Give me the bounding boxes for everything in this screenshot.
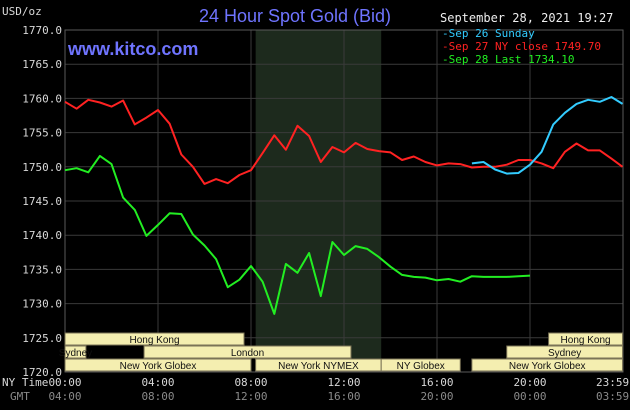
y-tick-label: 1740.0 (22, 229, 62, 242)
session-label: Sydney (59, 348, 92, 359)
chart-title: 24 Hour Spot Gold (Bid) (199, 6, 391, 26)
x-tick-gmt: 20:00 (420, 390, 453, 403)
y-tick-label: 1770.0 (22, 24, 62, 37)
series-line (64, 98, 624, 185)
y-tick-label: 1765.0 (22, 58, 62, 71)
x-tick-gmt: 04:00 (48, 390, 81, 403)
y-axis-ticks: 1770.0 1765.0 1760.0 1755.0 1750.0 1745.0 1740… (22, 24, 62, 379)
x-tick-ny: 08:00 (234, 376, 267, 389)
unit-label: USD/oz (2, 5, 42, 18)
session-label: Hong Kong (129, 335, 179, 346)
session-label: NY Globex (397, 361, 445, 372)
x-tick-gmt: 08:00 (141, 390, 174, 403)
x-axis-ticks: 00:00 04:00 08:00 12:00 16:00 20:00 23:5904:00… (48, 376, 629, 403)
session-label: Hong Kong (561, 335, 611, 346)
session-label: New York NYMEX (278, 361, 359, 372)
session-bar (64, 332, 245, 346)
series-line (471, 96, 624, 175)
x-tick-ny: 20:00 (513, 376, 546, 389)
x-tick-gmt: 03:59 (596, 390, 629, 403)
series-line (64, 154, 531, 315)
session-bar (506, 345, 624, 359)
x-tick-gmt: 16:00 (327, 390, 360, 403)
x-tick-ny: 12:00 (327, 376, 360, 389)
website-label: www.kitco.com (67, 39, 198, 59)
y-tick-label: 1735.0 (22, 263, 62, 276)
x-tick-ny: 04:00 (141, 376, 174, 389)
x-tick-gmt: 00:00 (513, 390, 546, 403)
legend-entry: -Sep 28 Last 1734.10 (442, 53, 574, 66)
y-tick-label: 1725.0 (22, 332, 62, 345)
gmt-label: GMT (10, 390, 30, 403)
session-label: New York Globex (509, 361, 586, 372)
series-lines (64, 96, 624, 315)
y-tick-label: 1720.0 (22, 366, 62, 379)
x-tick-ny: 23:59 (596, 376, 629, 389)
session-label: London (231, 348, 264, 359)
x-tick-ny: 00:00 (48, 376, 81, 389)
legend-entry: -Sep 26 Sunday (442, 27, 535, 40)
ny-time-label: NY Time (2, 376, 48, 389)
y-tick-label: 1755.0 (22, 127, 62, 140)
legend-entry: -Sep 27 NY close 1749.70 (442, 40, 601, 53)
session-label: Sydney (548, 348, 581, 359)
y-tick-label: 1750.0 (22, 161, 62, 174)
x-tick-gmt: 12:00 (234, 390, 267, 403)
session-bar (548, 332, 624, 346)
session-label: New York Globex (120, 361, 197, 372)
session-bar (143, 345, 352, 359)
legend: -Sep 26 Sunday-Sep 27 NY close 1749.70-S… (442, 27, 601, 66)
timestamp-label: September 28, 2021 19:27 (440, 11, 613, 25)
y-tick-label: 1745.0 (22, 195, 62, 208)
y-tick-label: 1760.0 (22, 92, 62, 105)
session-bar (471, 358, 624, 372)
session-bar (380, 358, 461, 372)
market-sessions: Hong Kong Hong Kong London Sydney Sydney New … (59, 332, 624, 372)
session-bar (64, 358, 252, 372)
y-tick-label: 1730.0 (22, 298, 62, 311)
session-bar (64, 345, 87, 359)
plot-frame (64, 29, 624, 373)
x-tick-ny: 16:00 (420, 376, 453, 389)
